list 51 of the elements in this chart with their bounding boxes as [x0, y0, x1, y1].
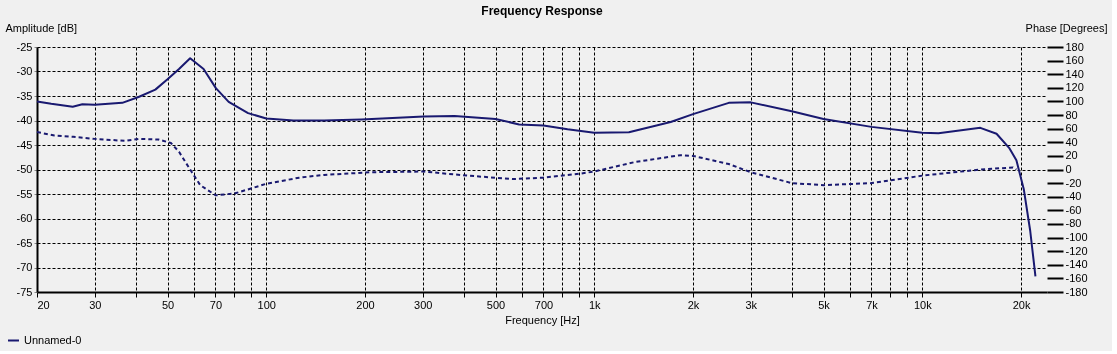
- y-tick-label: -25: [16, 40, 33, 53]
- x-tick-label: 10k: [913, 298, 933, 311]
- y2-tick-label: -60: [1065, 203, 1082, 216]
- y2-tick-label: 0: [1065, 163, 1072, 175]
- y-tick-label: -45: [16, 138, 33, 151]
- y2-tick-label: 180: [1065, 40, 1084, 53]
- legend-label: Unnamed-0: [24, 333, 82, 346]
- y2-tick-label: -140: [1065, 258, 1088, 271]
- x-tick-label: 50: [161, 298, 175, 311]
- y-tick-label: -65: [16, 236, 33, 249]
- y2-tick-label: -40: [1065, 190, 1082, 203]
- y2-tick-label: 20: [1065, 149, 1078, 162]
- x-tick-label: 1k: [588, 298, 602, 311]
- y2-tick-label: -180: [1065, 285, 1088, 298]
- y-axis-title: Amplitude [dB]: [5, 21, 78, 34]
- y-tick-label: -55: [16, 187, 33, 200]
- x-tick-label: 3k: [745, 298, 758, 311]
- x-tick-label: 500: [486, 298, 506, 311]
- x-tick-label: 20k: [1012, 298, 1031, 311]
- y2-tick-label: 80: [1065, 108, 1078, 121]
- y2-tick-label: 160: [1065, 54, 1084, 67]
- x-tick-label: 70: [209, 298, 223, 311]
- y2-axis-title: Phase [Degrees]: [1025, 21, 1108, 34]
- y2-tick-label: -160: [1065, 271, 1088, 284]
- y2-tick-label: -100: [1065, 231, 1088, 244]
- y-tick-label: -40: [16, 114, 33, 126]
- x-tick-label: 2k: [687, 298, 700, 311]
- y2-tick-label: 120: [1065, 81, 1084, 94]
- y-tick-label: -60: [16, 212, 33, 224]
- x-tick-label: 100: [257, 298, 276, 311]
- y2-tick-label: 40: [1065, 135, 1078, 148]
- x-tick-label: 20: [37, 298, 50, 311]
- x-tick-label: 5k: [818, 298, 831, 311]
- y-tick-label: -35: [16, 89, 33, 102]
- y2-tick-label: 140: [1065, 67, 1084, 80]
- x-tick-label: 30: [89, 298, 102, 311]
- chart-title: Frequency Response: [481, 4, 604, 18]
- y2-tick-label: -120: [1065, 244, 1088, 257]
- y2-tick-label: 60: [1065, 122, 1078, 135]
- x-tick-label: 200: [356, 298, 375, 311]
- y2-tick-label: 100: [1065, 94, 1084, 107]
- y2-tick-label: -20: [1065, 176, 1082, 189]
- x-tick-label: 300: [414, 298, 433, 311]
- x-tick-label: 700: [534, 298, 554, 311]
- y-tick-label: -75: [16, 285, 33, 298]
- y-tick-label: -50: [16, 163, 33, 175]
- y-tick-label: -70: [16, 261, 33, 273]
- y-tick-label: -30: [16, 65, 33, 77]
- x-tick-label: 7k: [866, 298, 879, 311]
- y2-tick-label: -80: [1065, 217, 1082, 230]
- x-axis-title: Frequency [Hz]: [505, 313, 580, 326]
